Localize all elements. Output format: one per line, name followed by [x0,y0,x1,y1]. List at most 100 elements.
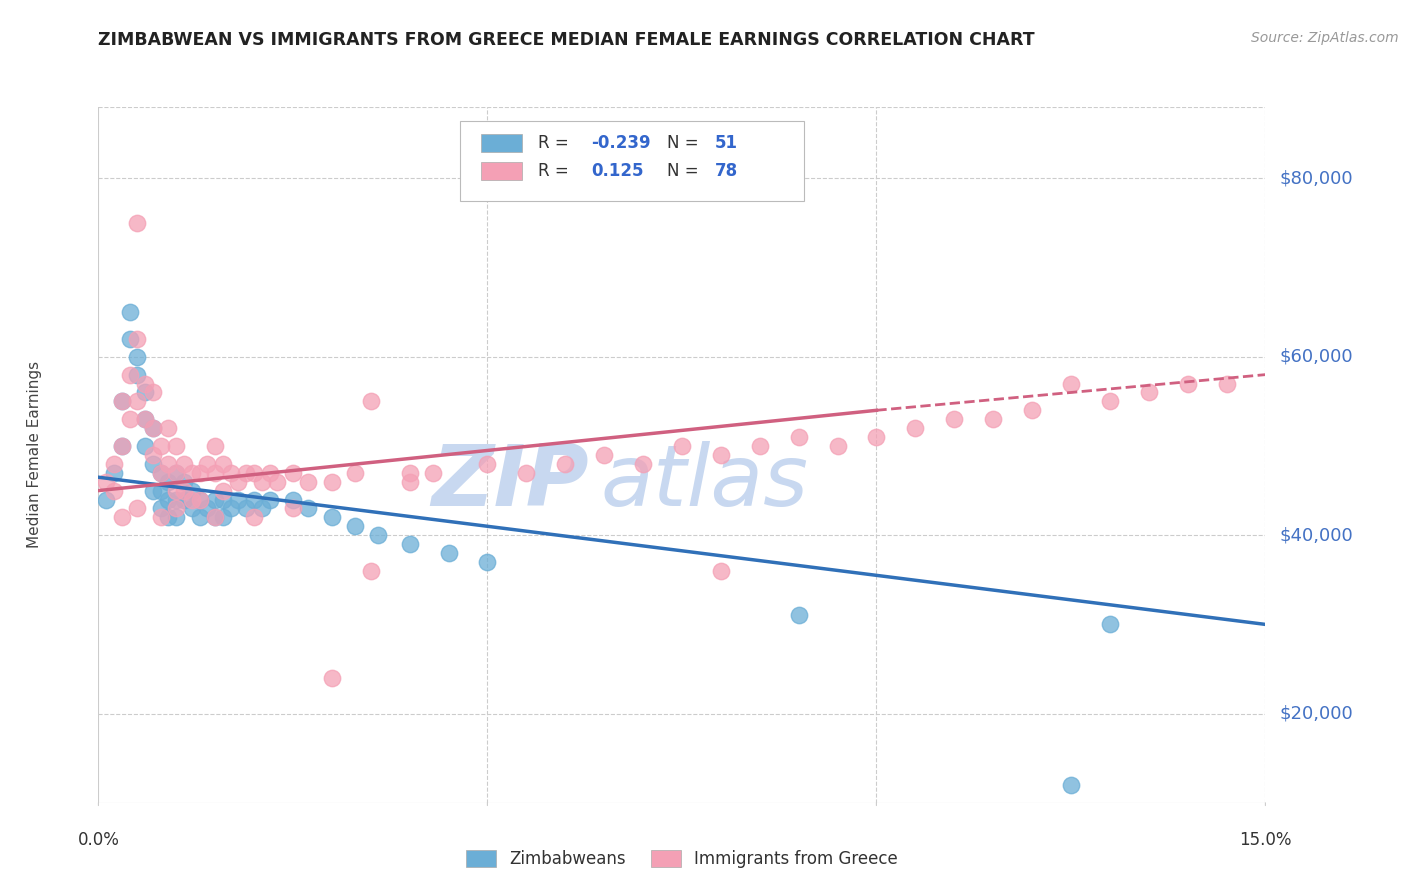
Point [515,466,537,480]
Point [398,475,420,489]
Point [180,466,202,480]
Text: $20,000: $20,000 [1279,705,1353,723]
Point [127,368,149,382]
Point [96,475,118,489]
Point [165,483,187,498]
Point [297,475,319,489]
Point [631,457,654,471]
Point [127,350,149,364]
Point [134,376,156,391]
Point [149,439,172,453]
Point [250,501,273,516]
Point [180,483,202,498]
Point [195,501,218,516]
Point [180,492,202,507]
Point [281,466,304,480]
Point [149,466,172,480]
Point [188,466,211,480]
Point [398,537,420,551]
Point [219,501,242,516]
Point [1021,403,1043,417]
Point [1098,394,1121,409]
Point [157,492,180,507]
Point [134,385,156,400]
Point [173,475,195,489]
Text: R =: R = [538,162,575,180]
Point [173,483,195,498]
Point [259,466,281,480]
Point [157,457,180,471]
Point [344,466,367,480]
Point [904,421,927,435]
Point [165,492,187,507]
Point [134,412,156,426]
Point [103,483,125,498]
Point [111,439,134,453]
Point [477,457,499,471]
Text: $80,000: $80,000 [1279,169,1353,187]
Point [118,412,141,426]
Point [710,448,733,462]
Point [321,475,343,489]
Point [134,439,156,453]
Text: $60,000: $60,000 [1279,348,1353,366]
Point [111,394,134,409]
Point [165,510,187,524]
Point [865,430,887,444]
Point [360,394,382,409]
Text: Source: ZipAtlas.com: Source: ZipAtlas.com [1251,31,1399,45]
Point [157,421,180,435]
Point [127,394,149,409]
Point [134,412,156,426]
Point [127,216,149,230]
Point [111,510,134,524]
Point [149,510,172,524]
Point [398,466,420,480]
Point [142,385,165,400]
Point [173,492,195,507]
Point [243,466,266,480]
Point [243,492,266,507]
Point [165,466,187,480]
Point [360,564,382,578]
Point [149,483,172,498]
Point [943,412,966,426]
Text: $40,000: $40,000 [1279,526,1353,544]
Point [266,475,288,489]
Point [142,421,165,435]
Point [281,501,304,516]
Point [149,466,172,480]
Text: 78: 78 [714,162,738,180]
Point [748,439,770,453]
Point [118,305,141,319]
Point [103,457,125,471]
Point [142,421,165,435]
Point [111,394,134,409]
Point [173,457,195,471]
Point [437,546,460,560]
Point [710,564,733,578]
Point [118,332,141,346]
Point [219,466,242,480]
Point [235,466,257,480]
Text: ZIP: ZIP [430,442,589,524]
Point [204,510,226,524]
Point [344,519,367,533]
Point [671,439,693,453]
Point [204,466,226,480]
Point [188,492,211,507]
FancyBboxPatch shape [481,162,522,180]
Point [188,510,211,524]
Point [321,510,343,524]
Point [1098,617,1121,632]
Point [259,492,281,507]
Text: atlas: atlas [600,442,808,524]
Point [281,492,304,507]
Point [204,439,226,453]
Point [228,475,250,489]
Point [422,466,444,480]
Point [165,466,187,480]
Point [297,501,319,516]
Point [204,492,226,507]
Point [127,332,149,346]
